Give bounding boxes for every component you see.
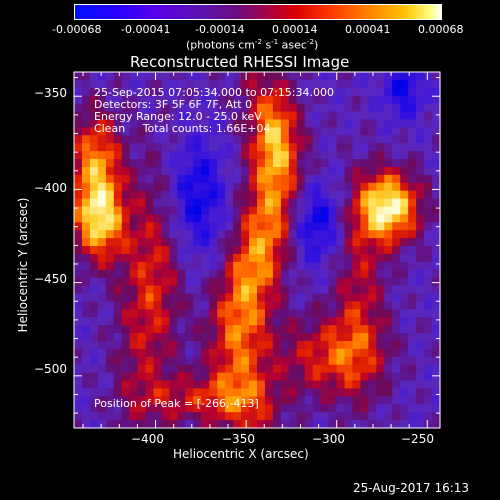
- y-axis-title: Heliocentric Y (arcsec): [16, 197, 30, 333]
- y-tick-label-3: −450: [34, 272, 67, 286]
- colorbar-ticks: -0.00068 -0.00041 -0.00014 0.00014 0.000…: [0, 0, 500, 60]
- plot-frame: [73, 71, 441, 429]
- colorbar-tick-label-4: 0.00014: [272, 23, 318, 36]
- x-axis-title: Heliocentric X (arcsec): [173, 447, 309, 461]
- colorbar-tick-label-6: 0.00068: [418, 23, 464, 36]
- footer-date: 25-Aug-2017 16:13: [353, 481, 470, 495]
- colorbar-tick-label-5: 0.00041: [345, 23, 391, 36]
- axis-ticks: [74, 72, 440, 428]
- colorbar: [74, 4, 442, 20]
- colorbar-tick-label-3: -0.00014: [195, 23, 245, 36]
- clean-counts-annotation: Clean Total counts: 1.66E+04: [94, 122, 271, 135]
- y-tick-label-1: −350: [34, 86, 67, 100]
- colorbar-tick-label-1: -0.00068: [52, 23, 102, 36]
- detectors-annotation: Detectors: 3F 5F 6F 7F, Att 0: [94, 98, 253, 111]
- y-tick-label-2: −400: [34, 181, 67, 195]
- x-tick-label-2: −350: [222, 432, 255, 446]
- energy-range-annotation: Energy Range: 12.0 - 25.0 keV: [94, 110, 262, 123]
- x-tick-label-4: −250: [401, 432, 434, 446]
- x-tick-label-1: −400: [131, 432, 164, 446]
- peak-position-annotation: Position of Peak = [-266,-413]: [94, 397, 259, 410]
- rhessi-image: [74, 72, 441, 429]
- plot-title: Reconstructed RHESSI Image: [130, 53, 350, 71]
- x-tick-label-3: −300: [312, 432, 345, 446]
- y-tick-label-4: −500: [34, 362, 67, 376]
- time-range-annotation: 25-Sep-2015 07:05:34.000 to 07:15:34.000: [94, 86, 334, 99]
- colorbar-unit-label: (photons cm-2 s-1 asec-2): [186, 38, 319, 52]
- colorbar-tick-label-2: -0.00041: [121, 23, 171, 36]
